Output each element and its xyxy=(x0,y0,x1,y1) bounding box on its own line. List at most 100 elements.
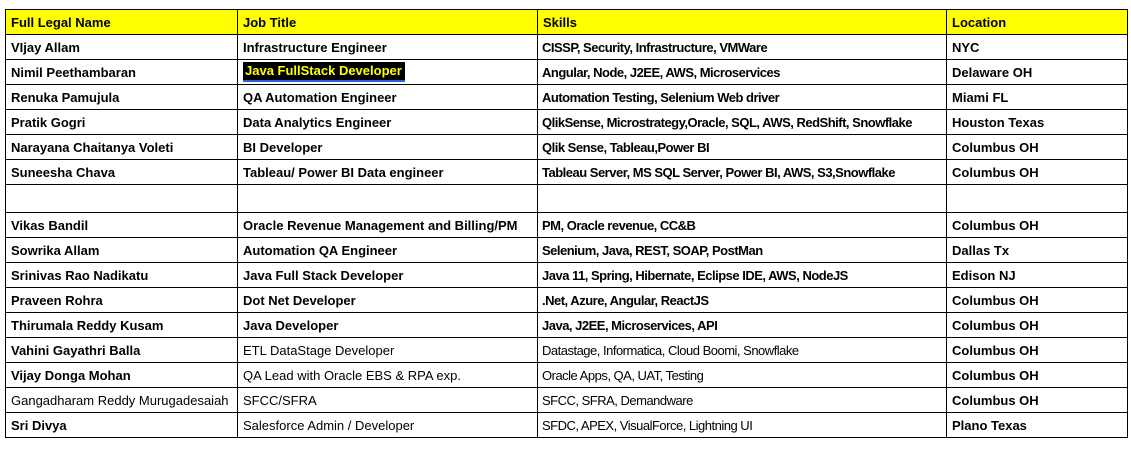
full-legal-name-text: Praveen Rohra xyxy=(11,292,103,308)
cell-skills[interactable]: Datastage, Informatica, Cloud Boomi, Sno… xyxy=(537,337,947,363)
cell-full-legal-name[interactable]: Srinivas Rao Nadikatu xyxy=(5,262,238,288)
skills-text: Datastage, Informatica, Cloud Boomi, Sno… xyxy=(542,342,799,358)
cell-full-legal-name[interactable]: Thirumala Reddy Kusam xyxy=(5,312,238,338)
cell-full-legal-name[interactable] xyxy=(5,184,238,213)
job-title-text: Java Full Stack Developer xyxy=(243,267,404,283)
cell-skills[interactable]: Selenium, Java, REST, SOAP, PostMan xyxy=(537,237,947,263)
full-legal-name-text: Suneesha Chava xyxy=(11,164,116,180)
column-header-full-legal-name[interactable]: Full Legal Name xyxy=(5,9,238,35)
job-title-text: Java Developer xyxy=(243,317,339,333)
candidates-table: Full Legal Name Job Title Skills Locatio… xyxy=(5,9,1128,438)
column-header-job-title[interactable]: Job Title xyxy=(237,9,538,35)
cell-location[interactable]: Plano Texas xyxy=(946,412,1128,438)
header-row: Full Legal Name Job Title Skills Locatio… xyxy=(5,9,1128,35)
cell-full-legal-name[interactable]: Vijay Donga Mohan xyxy=(5,362,238,388)
job-title-text: Dot Net Developer xyxy=(243,292,356,308)
cell-job-title[interactable]: SFCC/SFRA xyxy=(237,387,538,413)
cell-job-title[interactable]: Java Full Stack Developer xyxy=(237,262,538,288)
cell-location[interactable]: Houston Texas xyxy=(946,109,1128,135)
cell-job-title[interactable] xyxy=(237,184,538,213)
cell-full-legal-name[interactable]: Suneesha Chava xyxy=(5,159,238,185)
cell-job-title[interactable]: Salesforce Admin / Developer xyxy=(237,412,538,438)
cell-location[interactable]: Columbus OH xyxy=(946,312,1128,338)
location-text: Columbus OH xyxy=(952,164,1039,180)
cell-skills[interactable]: Qlik Sense, Tableau,Power BI xyxy=(537,134,947,160)
cell-skills[interactable] xyxy=(537,184,947,213)
location-text: Houston Texas xyxy=(952,114,1045,130)
cell-location[interactable]: Columbus OH xyxy=(946,287,1128,313)
table-row: Narayana Chaitanya Voleti BI Developer Q… xyxy=(5,134,1128,160)
cell-job-title[interactable]: QA Lead with Oracle EBS & RPA exp. xyxy=(237,362,538,388)
cell-full-legal-name[interactable]: Gangadharam Reddy Murugadesaiah xyxy=(5,387,238,413)
cell-full-legal-name[interactable]: Narayana Chaitanya Voleti xyxy=(5,134,238,160)
cell-location[interactable]: Columbus OH xyxy=(946,212,1128,238)
skills-text: QlikSense, Microstrategy,Oracle, SQL, AW… xyxy=(542,114,912,130)
cell-skills[interactable]: Angular, Node, J2EE, AWS, Microservices xyxy=(537,59,947,85)
cell-skills[interactable]: CISSP, Security, Infrastructure, VMWare xyxy=(537,34,947,60)
cell-job-title[interactable]: Tableau/ Power BI Data engineer xyxy=(237,159,538,185)
cell-full-legal-name[interactable]: Renuka Pamujula xyxy=(5,84,238,110)
full-legal-name-text: Sri Divya xyxy=(11,417,67,433)
cell-location[interactable]: Columbus OH xyxy=(946,362,1128,388)
cell-full-legal-name[interactable]: Nimil Peethambaran xyxy=(5,59,238,85)
cell-job-title[interactable]: Automation QA Engineer xyxy=(237,237,538,263)
cell-location[interactable]: Edison NJ xyxy=(946,262,1128,288)
full-legal-name-text: Narayana Chaitanya Voleti xyxy=(11,139,174,155)
skills-text: Java, J2EE, Microservices, API xyxy=(542,317,718,333)
table-row xyxy=(5,184,1128,213)
table-row: Srinivas Rao Nadikatu Java Full Stack De… xyxy=(5,262,1128,288)
full-legal-name-text: Srinivas Rao Nadikatu xyxy=(11,267,149,283)
cell-location[interactable]: Columbus OH xyxy=(946,134,1128,160)
full-legal-name-text: Thirumala Reddy Kusam xyxy=(11,317,164,333)
cell-skills[interactable]: Automation Testing, Selenium Web driver xyxy=(537,84,947,110)
cell-full-legal-name[interactable]: Sri Divya xyxy=(5,412,238,438)
cell-skills[interactable]: Java 11, Spring, Hibernate, Eclipse IDE,… xyxy=(537,262,947,288)
cell-skills[interactable]: .Net, Azure, Angular, ReactJS xyxy=(537,287,947,313)
job-title-text: QA Lead with Oracle EBS & RPA exp. xyxy=(243,367,461,383)
cell-job-title[interactable]: Java FullStack Developer xyxy=(237,59,538,85)
full-legal-name-text: Gangadharam Reddy Murugadesaiah xyxy=(11,392,229,408)
cell-location[interactable]: Dallas Tx xyxy=(946,237,1128,263)
cell-job-title[interactable]: QA Automation Engineer xyxy=(237,84,538,110)
cell-skills[interactable]: SFDC, APEX, VisualForce, Lightning UI xyxy=(537,412,947,438)
cell-full-legal-name[interactable]: Sowrika Allam xyxy=(5,237,238,263)
cell-full-legal-name[interactable]: Praveen Rohra xyxy=(5,287,238,313)
cell-full-legal-name[interactable]: Vikas Bandil xyxy=(5,212,238,238)
skills-text: SFCC, SFRA, Demandware xyxy=(542,392,693,408)
cell-location[interactable]: Delaware OH xyxy=(946,59,1128,85)
cell-full-legal-name[interactable]: VIjay Allam xyxy=(5,34,238,60)
cell-job-title[interactable]: Infrastructure Engineer xyxy=(237,34,538,60)
cell-location[interactable]: Columbus OH xyxy=(946,387,1128,413)
cell-skills[interactable]: Java, J2EE, Microservices, API xyxy=(537,312,947,338)
table-row: Sri Divya Salesforce Admin / Developer S… xyxy=(5,412,1128,438)
cell-location[interactable]: Columbus OH xyxy=(946,337,1128,363)
cell-location[interactable]: NYC xyxy=(946,34,1128,60)
location-text: Dallas Tx xyxy=(952,242,1010,258)
cell-skills[interactable]: QlikSense, Microstrategy,Oracle, SQL, AW… xyxy=(537,109,947,135)
cell-skills[interactable]: PM, Oracle revenue, CC&B xyxy=(537,212,947,238)
cell-job-title[interactable]: ETL DataStage Developer xyxy=(237,337,538,363)
cell-skills[interactable]: Tableau Server, MS SQL Server, Power BI,… xyxy=(537,159,947,185)
cell-job-title[interactable]: Oracle Revenue Management and Billing/PM xyxy=(237,212,538,238)
column-header-location[interactable]: Location xyxy=(946,9,1128,35)
cell-full-legal-name[interactable]: Vahini Gayathri Balla xyxy=(5,337,238,363)
cell-location[interactable] xyxy=(946,184,1128,213)
table-row: Nimil Peethambaran Java FullStack Develo… xyxy=(5,59,1128,85)
full-legal-name-text: Vahini Gayathri Balla xyxy=(11,342,141,358)
job-title-text: Salesforce Admin / Developer xyxy=(243,417,415,433)
cell-job-title[interactable]: Data Analytics Engineer xyxy=(237,109,538,135)
table-row: VIjay Allam Infrastructure Engineer CISS… xyxy=(5,34,1128,60)
cell-job-title[interactable]: BI Developer xyxy=(237,134,538,160)
table-row: Sowrika Allam Automation QA Engineer Sel… xyxy=(5,237,1128,263)
full-legal-name-text: Vikas Bandil xyxy=(11,217,89,233)
cell-full-legal-name[interactable]: Pratik Gogri xyxy=(5,109,238,135)
cell-skills[interactable]: SFCC, SFRA, Demandware xyxy=(537,387,947,413)
cell-skills[interactable]: Oracle Apps, QA, UAT, Testing xyxy=(537,362,947,388)
cell-location[interactable]: Miami FL xyxy=(946,84,1128,110)
job-title-text: Automation QA Engineer xyxy=(243,242,398,258)
cell-job-title[interactable]: Java Developer xyxy=(237,312,538,338)
column-header-skills[interactable]: Skills xyxy=(537,9,947,35)
location-text: Columbus OH xyxy=(952,217,1039,233)
cell-location[interactable]: Columbus OH xyxy=(946,159,1128,185)
cell-job-title[interactable]: Dot Net Developer xyxy=(237,287,538,313)
